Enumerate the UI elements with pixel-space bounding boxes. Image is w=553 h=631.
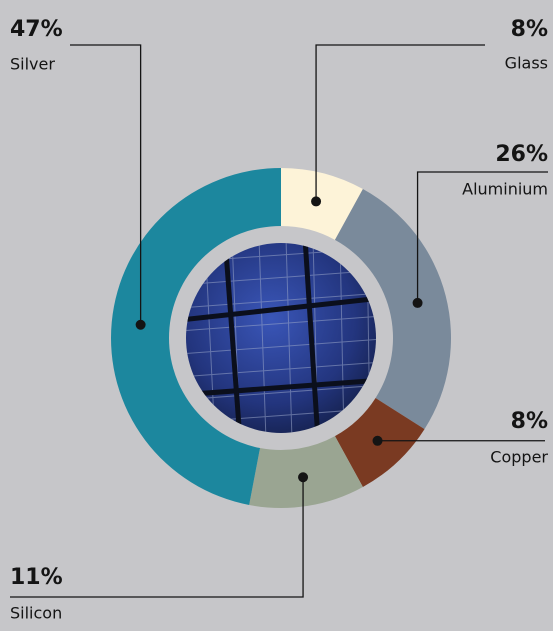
category-label: Glass	[505, 54, 548, 73]
category-label: Silicon	[10, 604, 62, 623]
donut-segment	[334, 189, 451, 430]
category-label: Silver	[10, 55, 55, 74]
leader-dot	[311, 196, 322, 207]
value-label: 8%	[511, 409, 548, 434]
value-label: 11%	[10, 565, 63, 590]
donut-segment	[110, 168, 281, 505]
leader-dot	[372, 435, 383, 446]
leader-dot	[298, 472, 309, 483]
category-label: Copper	[490, 448, 548, 467]
leader-dot	[135, 319, 146, 330]
category-label: Aluminium	[462, 180, 548, 199]
leader-line	[70, 44, 142, 325]
leader-line	[416, 171, 548, 303]
center-image	[186, 243, 376, 433]
donut-segment	[281, 168, 363, 240]
value-label: 26%	[495, 142, 548, 167]
leader-line	[10, 477, 304, 598]
value-label: 47%	[10, 17, 63, 42]
donut-segment	[249, 436, 363, 508]
value-label: 8%	[511, 17, 548, 42]
leader-dot	[412, 297, 423, 308]
leader-line	[315, 44, 485, 202]
